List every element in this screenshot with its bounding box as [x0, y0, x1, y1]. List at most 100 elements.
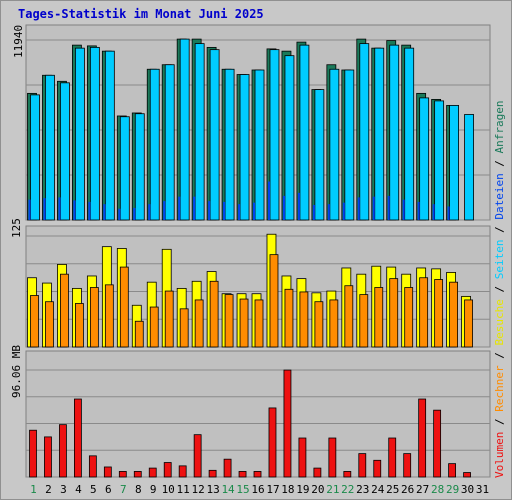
x-tick-label: 26	[401, 483, 415, 496]
bar-volumen-day-17	[268, 407, 277, 478]
bar-rechner-day-26	[404, 287, 414, 348]
bar-dateien-day-29	[447, 206, 450, 220]
bar-volumen-day-26	[403, 453, 412, 478]
bar-volumen-day-30	[463, 472, 471, 478]
bar-seiten-day-27	[419, 97, 430, 221]
bar-volumen-day-25	[388, 437, 397, 478]
bar-rechner-day-17	[269, 254, 279, 348]
x-tick-label: 10	[161, 483, 175, 496]
bar-dateien-day-21	[327, 204, 330, 220]
bar-seiten-day-10	[164, 64, 175, 221]
bar-dateien-day-20	[312, 204, 315, 220]
x-tick-label: 16	[251, 483, 265, 496]
bar-seiten-day-26	[404, 47, 415, 221]
bar-rechner-day-3	[60, 273, 69, 348]
bar-dateien-day-17	[267, 181, 270, 220]
bar-seiten-day-28	[434, 100, 445, 221]
bar-rechner-day-11	[179, 308, 189, 348]
bar-volumen-day-8	[133, 471, 142, 478]
x-tick-label: 19	[296, 483, 310, 496]
legend: Volumen / Rechner / Besuche / Seiten / D…	[493, 100, 506, 478]
bar-volumen-day-2	[44, 436, 52, 478]
legend-seiten: Seiten	[493, 239, 506, 280]
bar-dateien-day-19	[297, 192, 300, 220]
bar-rechner-day-19	[299, 291, 309, 348]
bar-dateien-day-28	[432, 204, 435, 220]
bar-rechner-day-1	[30, 295, 39, 348]
bar-seiten-day-19	[299, 44, 310, 221]
visits-max-label: 125	[10, 218, 23, 238]
x-tick-label: 20	[311, 483, 325, 496]
x-tick-label: 2	[45, 483, 52, 496]
bar-volumen-day-21	[328, 437, 337, 478]
bar-rechner-day-23	[359, 294, 369, 348]
bar-rechner-day-25	[389, 278, 399, 348]
bar-seiten-day-14	[224, 68, 235, 221]
bar-seiten-day-15	[239, 74, 250, 221]
bar-seiten-day-29	[449, 105, 459, 221]
x-tick-label: 24	[371, 483, 385, 496]
bar-dateien-day-22	[342, 202, 345, 220]
bar-dateien-day-12	[193, 196, 196, 220]
bar-seiten-day-24	[374, 47, 385, 221]
bar-volumen-day-6	[103, 466, 112, 478]
bar-volumen-day-24	[373, 459, 382, 478]
legend-volumen: Volumen	[493, 431, 506, 478]
legend-besuche: Besuche	[493, 299, 506, 346]
bar-dateien-day-27	[417, 201, 420, 220]
bar-seiten-day-2	[45, 74, 55, 221]
x-tick-label: 30	[460, 483, 475, 496]
bar-seiten-day-13	[209, 49, 220, 221]
bar-dateien-day-24	[372, 196, 375, 220]
panel-volume	[25, 350, 491, 478]
bar-rechner-day-30	[464, 299, 473, 348]
bar-rechner-day-16	[254, 299, 264, 348]
x-tick-label: 8	[134, 483, 142, 496]
bar-seiten-day-20	[314, 89, 325, 221]
bar-rechner-day-6	[104, 284, 114, 348]
bar-volumen-day-11	[178, 465, 187, 478]
bar-rechner-day-29	[449, 281, 458, 348]
bar-seiten-day-9	[149, 68, 160, 221]
x-tick-label: 13	[206, 483, 220, 496]
bar-rechner-day-4	[75, 303, 84, 348]
legend-dateien: Dateien	[493, 173, 506, 220]
bar-seiten-day-7	[119, 116, 130, 221]
bar-rechner-day-2	[45, 301, 54, 348]
bar-dateien-day-2	[43, 198, 46, 220]
bar-seiten-day-23	[359, 43, 370, 221]
bar-volumen-day-16	[253, 471, 262, 478]
bar-seiten-day-8	[134, 113, 145, 221]
bar-rechner-day-27	[419, 277, 429, 348]
bar-seiten-day-30	[464, 114, 474, 221]
bar-dateien-day-11	[178, 196, 181, 220]
bar-dateien-day-15	[238, 204, 241, 220]
bar-dateien-day-5	[88, 201, 91, 220]
bar-seiten-day-18	[284, 55, 295, 221]
x-tick-label: 5	[90, 483, 97, 496]
bar-rechner-day-20	[314, 301, 324, 348]
bar-rechner-day-28	[434, 279, 444, 348]
bar-rechner-day-22	[344, 285, 354, 348]
x-tick-label: 17	[266, 483, 280, 496]
bar-dateien-day-7	[118, 208, 121, 220]
bar-volumen-day-12	[193, 434, 202, 478]
bar-seiten-day-16	[254, 69, 265, 221]
x-tick-label: 12	[191, 483, 205, 496]
x-tick-label: 22	[341, 483, 355, 496]
bar-dateien-day-18	[282, 195, 285, 220]
bar-seiten-day-3	[60, 82, 70, 221]
x-tick-label: 1	[30, 483, 37, 496]
x-tick-label: 3	[60, 483, 67, 496]
bar-seiten-day-25	[389, 44, 400, 221]
volume-max-label: 96.06 MB	[10, 345, 23, 398]
bar-volumen-day-19	[298, 437, 307, 478]
bar-volumen-day-18	[283, 369, 292, 478]
x-tick-label: 14	[221, 483, 235, 496]
bar-volumen-day-3	[59, 424, 67, 478]
bar-volumen-day-7	[118, 471, 127, 478]
x-tick-label: 28	[430, 483, 445, 496]
x-tick-label: 18	[281, 483, 295, 496]
bar-rechner-day-9	[149, 306, 159, 348]
bar-rechner-day-21	[329, 299, 339, 348]
